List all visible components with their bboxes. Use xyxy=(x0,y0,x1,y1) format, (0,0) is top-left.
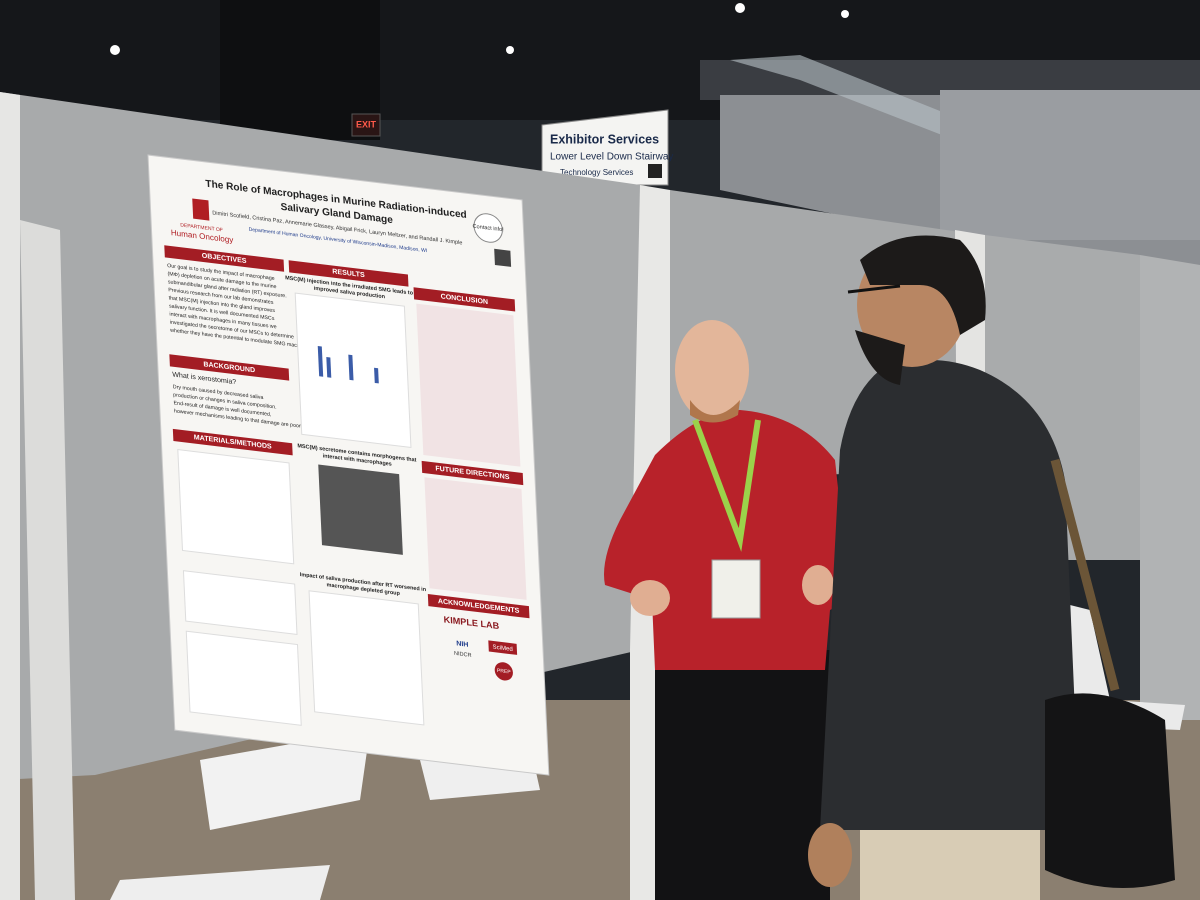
section-header xyxy=(427,594,530,619)
board-frame xyxy=(0,92,20,900)
sign-line: Lower Level Down Stairway xyxy=(550,152,673,163)
glasses xyxy=(847,284,901,294)
hair xyxy=(860,235,986,335)
section-header xyxy=(413,287,516,312)
hand xyxy=(630,580,670,616)
arrow-box xyxy=(648,164,662,178)
bag xyxy=(1045,693,1175,888)
ceiling-light xyxy=(841,10,849,18)
exit-sign xyxy=(351,113,381,137)
qr-code xyxy=(494,248,512,267)
section-header-text: RESULTS xyxy=(332,267,365,279)
person-visitor xyxy=(808,235,1175,900)
section-header xyxy=(164,245,285,272)
sponsor: PREP xyxy=(497,668,512,676)
exit-text: EXIT xyxy=(356,119,377,129)
direction-sign xyxy=(541,109,669,186)
logo-caption: DEPARTMENT OF xyxy=(180,222,223,233)
figure-bar xyxy=(326,357,332,378)
beard xyxy=(690,400,740,423)
bag-strap xyxy=(1050,458,1120,692)
section-header xyxy=(169,354,290,381)
lanyard xyxy=(692,418,761,552)
ceiling-light xyxy=(735,3,745,13)
sponsor: SciMed xyxy=(492,644,513,653)
badge xyxy=(711,559,761,619)
text-box xyxy=(424,477,527,600)
figure-bar xyxy=(374,367,379,384)
wall xyxy=(940,90,1200,240)
figure xyxy=(185,630,302,726)
poster: DEPARTMENT OF Human Oncology The Role of… xyxy=(147,154,550,776)
sponsor: NIDCR xyxy=(454,651,472,659)
board-frame xyxy=(20,220,75,900)
head xyxy=(675,320,749,420)
sign-line: Technology Services xyxy=(560,168,633,177)
chair xyxy=(200,730,370,830)
sponsor-badge xyxy=(488,640,518,655)
chair xyxy=(110,865,330,900)
contact-bubble xyxy=(473,213,503,243)
poster-board xyxy=(1140,255,1200,720)
text-box xyxy=(182,570,298,636)
sign-title: Exhibitor Services xyxy=(550,132,659,146)
beard xyxy=(855,330,905,385)
section-header xyxy=(172,428,293,456)
person-presenter xyxy=(604,320,850,900)
text-box xyxy=(416,303,521,467)
section-header xyxy=(421,460,524,486)
hand xyxy=(808,823,852,887)
contact-label: Contact info! xyxy=(473,224,505,234)
figure xyxy=(308,590,425,726)
figure-bar xyxy=(317,345,324,377)
escalator-glass xyxy=(730,55,1200,235)
sponsor: NIH xyxy=(456,639,469,648)
ceiling-light xyxy=(506,46,514,54)
trousers xyxy=(655,650,830,900)
figure xyxy=(177,448,295,565)
section-header xyxy=(288,260,409,287)
hand xyxy=(802,565,834,605)
table-figure xyxy=(318,464,403,555)
logo-crest xyxy=(192,198,210,221)
ceiling-light xyxy=(110,45,120,55)
figure-bar xyxy=(348,354,354,381)
blazer xyxy=(820,360,1080,830)
sponsor-badge xyxy=(494,662,513,681)
